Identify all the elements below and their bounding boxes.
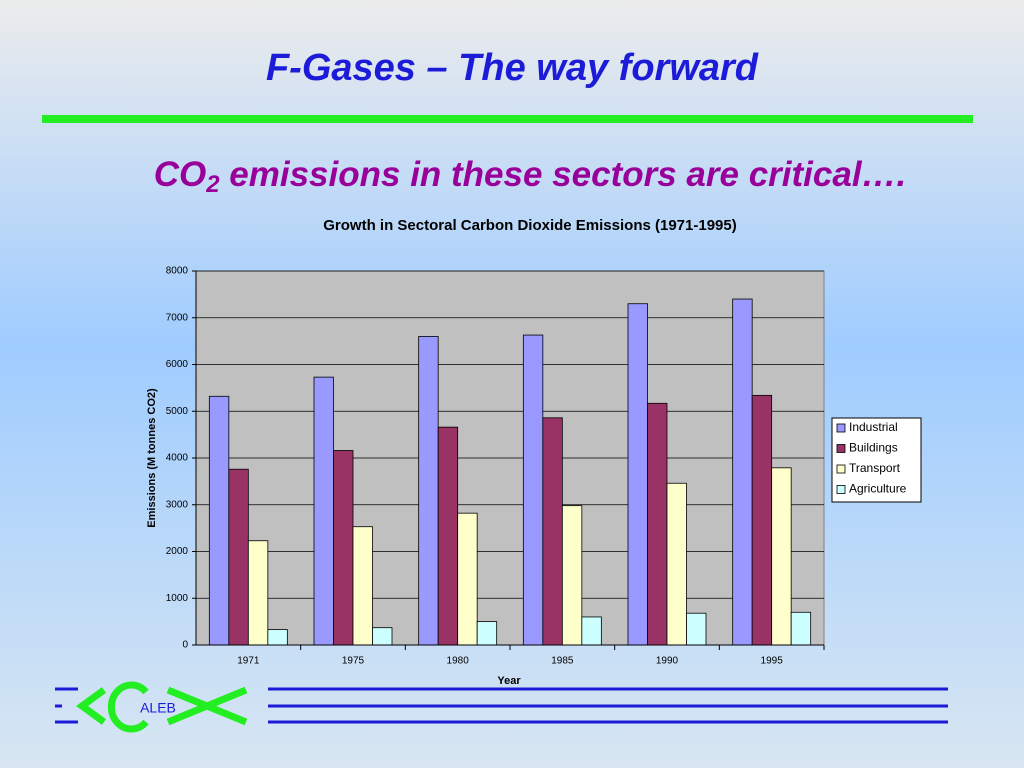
logo-shape — [166, 686, 248, 726]
subtitle-subscript: 2 — [205, 171, 220, 198]
subtitle-part: CO — [154, 155, 207, 194]
y-tick-label: 3000 — [166, 499, 189, 510]
bar — [522, 334, 544, 646]
bar — [352, 526, 373, 646]
bar — [313, 376, 334, 646]
bar — [790, 611, 812, 646]
bar — [686, 612, 707, 646]
x-tick-label: 1980 — [447, 656, 470, 667]
legend-swatch — [836, 444, 846, 453]
bar — [732, 298, 753, 646]
x-tick-label: 1990 — [656, 656, 679, 667]
bar — [457, 512, 478, 646]
bar — [476, 621, 498, 646]
logo-mark — [76, 681, 248, 733]
x-tick-label: 1985 — [551, 656, 574, 667]
y-tick-label: 2000 — [166, 546, 189, 557]
x-tick-label: 1971 — [237, 656, 260, 667]
subtitle-part: emissions in these sectors are critical…… — [220, 155, 907, 194]
slide-title: F-Gases – The way forward — [266, 47, 759, 89]
legend — [831, 417, 922, 503]
bar — [581, 616, 602, 646]
bar — [751, 394, 773, 646]
bar — [561, 505, 583, 646]
logo-shape — [76, 687, 107, 725]
chart-title: Growth in Sectoral Carbon Dioxide Emissi… — [323, 217, 736, 234]
slide-subtitle: CO2 emissions in these sectors are criti… — [154, 155, 907, 198]
bar — [647, 402, 668, 646]
y-tick-label: 5000 — [166, 406, 189, 417]
logo-text: ALEB — [140, 700, 176, 716]
y-tick-label: 6000 — [166, 359, 189, 370]
y-tick-label: 8000 — [166, 266, 189, 277]
legend-swatch — [836, 464, 846, 474]
x-tick-label: 1975 — [342, 656, 365, 667]
bar — [418, 336, 439, 646]
x-axis-label: Year — [497, 675, 521, 687]
bar — [542, 417, 563, 646]
bar — [247, 540, 269, 646]
bar — [228, 468, 249, 646]
logo-shape — [107, 681, 149, 733]
y-tick-label: 0 — [182, 640, 188, 651]
legend-swatch — [836, 423, 846, 433]
logo — [55, 687, 948, 724]
y-axis-label: Emissions (M tonnes CO2) — [146, 388, 158, 528]
bar — [208, 395, 230, 646]
bar — [267, 629, 288, 646]
bar — [372, 627, 393, 646]
bar — [771, 467, 792, 646]
legend-label: Industrial — [849, 420, 898, 434]
y-tick-label: 4000 — [166, 453, 189, 464]
bar — [627, 303, 648, 646]
y-tick-label: 1000 — [166, 593, 189, 604]
y-tick-label: 7000 — [166, 312, 189, 323]
legend-label: Transport — [849, 461, 901, 475]
x-tick-label: 1995 — [761, 656, 784, 667]
legend-label: Buildings — [849, 441, 898, 455]
bar — [666, 482, 687, 646]
bar — [333, 450, 354, 646]
title-rule — [42, 115, 973, 123]
legend-label: Agriculture — [849, 482, 907, 496]
bar — [437, 426, 459, 646]
legend-swatch — [836, 485, 846, 494]
